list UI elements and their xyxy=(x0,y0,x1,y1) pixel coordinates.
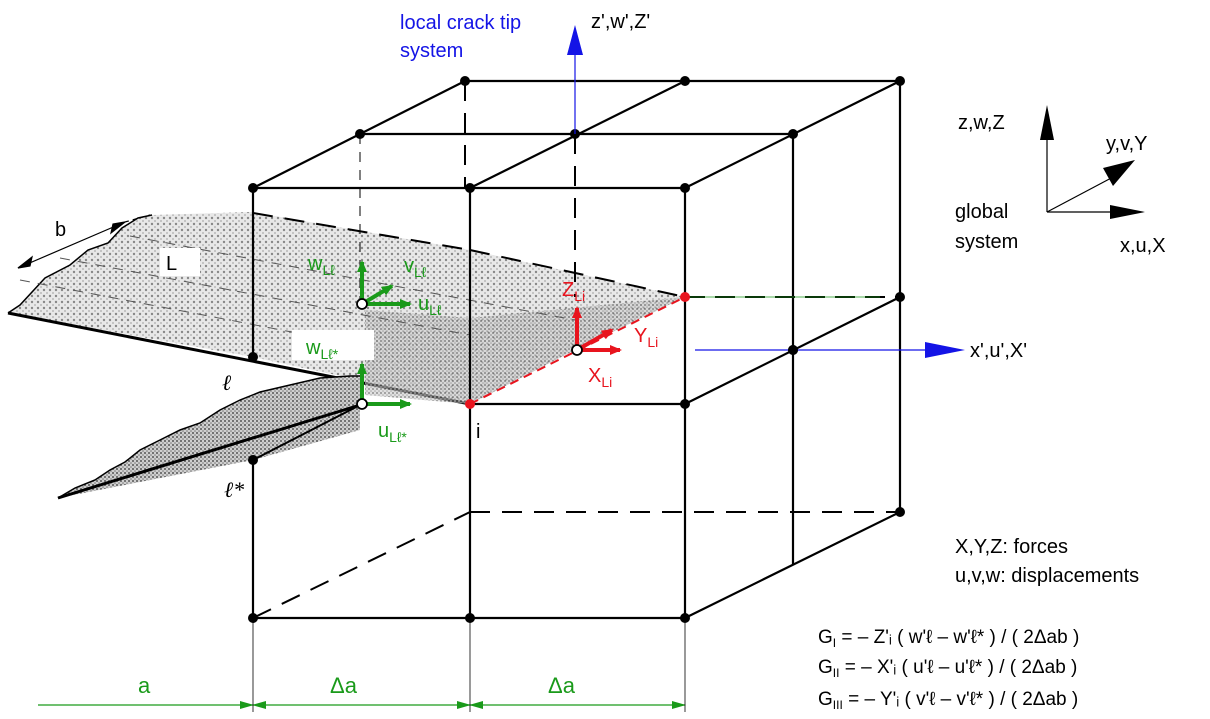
local-system-title-1: local crack tip xyxy=(400,12,521,34)
node-i-label: i xyxy=(476,421,480,443)
equation-G-III: GIII = – Y'ᵢ ( v'ℓ – v'ℓ* ) / ( 2Δab ) xyxy=(818,689,1078,712)
v-L-ell-label: vLℓ xyxy=(404,255,427,280)
global-system-title-1: global xyxy=(955,201,1008,223)
hidden-edges xyxy=(252,81,900,619)
local-z-axis xyxy=(567,25,583,134)
equation-G-I: GI = – Z'ᵢ ( w'ℓ – w'ℓ* ) / ( 2Δab ) xyxy=(818,627,1079,650)
u-L-ell-star-label: uLℓ* xyxy=(378,420,407,445)
global-y-arrowhead xyxy=(1103,160,1135,186)
b-dimension xyxy=(17,214,151,269)
local-z-label: z',w',Z' xyxy=(591,11,650,33)
global-y-label: y,v,Y xyxy=(1106,133,1147,155)
w-L-ell-star-bg xyxy=(292,330,374,360)
equation-G-II: GII = – X'ᵢ ( u'ℓ – u'ℓ* ) / ( 2Δab ) xyxy=(818,657,1077,680)
b-label: b xyxy=(55,219,66,241)
L-label-bg xyxy=(160,248,200,276)
Z-Li-label: ZLi xyxy=(562,279,585,304)
local-x-axis xyxy=(695,342,965,358)
dimension-a-label: a xyxy=(138,673,151,698)
global-x-label: x,u,X xyxy=(1120,235,1166,257)
w-L-ell-star-label: wLℓ* xyxy=(305,337,339,362)
global-system-title-2: system xyxy=(955,231,1018,253)
dimension-delta-a-2-label: Δa xyxy=(548,673,576,698)
legend-displacements: u,v,w: displacements xyxy=(955,565,1139,587)
w-L-ell-label: wLℓ xyxy=(307,253,335,278)
global-x-arrowhead xyxy=(1110,205,1145,219)
dimension-delta-a-1-label: Δa xyxy=(330,673,358,698)
force-arrows xyxy=(572,306,622,355)
X-Li-label: XLi xyxy=(588,365,612,390)
legend-forces: X,Y,Z: forces xyxy=(955,536,1068,558)
dimension-extension-lines xyxy=(252,620,686,712)
global-z-label: z,w,Z xyxy=(958,112,1005,134)
node-crack-front xyxy=(680,292,690,302)
Y-Li-label: YLi xyxy=(634,325,658,350)
crack-tip-shaded-strip xyxy=(365,297,685,404)
global-z-arrowhead xyxy=(1040,105,1054,140)
u-L-ell-label: uLℓ xyxy=(418,293,442,318)
displacement-arrows-lower xyxy=(357,362,412,409)
local-x-label: x',u',X' xyxy=(970,340,1027,362)
local-system-title-2: system xyxy=(400,40,463,62)
ell-star-label: ℓ* xyxy=(224,477,244,502)
node-i xyxy=(465,399,475,409)
L-label: L xyxy=(166,253,177,275)
lower-crack-surface xyxy=(57,375,361,500)
global-axes xyxy=(1046,140,1116,213)
ell-label: ℓ xyxy=(222,370,232,395)
